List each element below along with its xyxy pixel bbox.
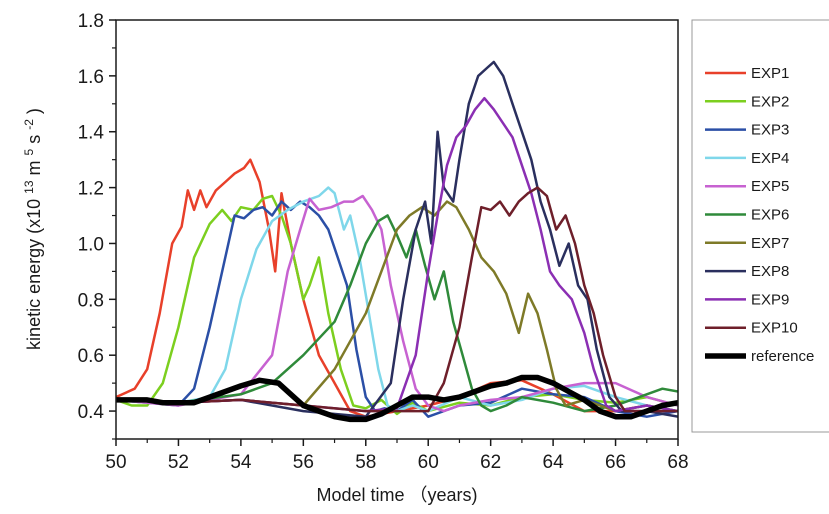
legend: EXP1 EXP2 EXP3 EXP4 EXP5 EXP6 EXP7 EXP8 EXP9 EXP1…	[691, 19, 829, 433]
x-tick-label: 64	[543, 452, 565, 473]
legend-label-exp1: EXP1	[751, 65, 789, 82]
series-line-exp7	[116, 200, 678, 413]
y-tick-label: 1.0	[78, 234, 104, 255]
legend-label-exp4: EXP4	[751, 150, 789, 167]
x-tick-label: 62	[480, 452, 501, 473]
y-tick-label: 0.4	[78, 402, 105, 423]
y-axis-title: kinetic energy (x10 13 m 5 s -2 )	[22, 108, 44, 350]
y-axis-title-end: )	[24, 108, 44, 114]
y-axis-title-exp1: 13	[22, 180, 36, 194]
y-tick-label: 1.6	[78, 67, 104, 88]
series-line-exp8	[116, 60, 678, 418]
series-line-exp2	[116, 194, 678, 416]
y-tick-label: 1.2	[78, 179, 104, 200]
legend-label-exp2: EXP2	[751, 93, 789, 110]
x-tick-label: 56	[293, 452, 314, 473]
y-axis-title-base: kinetic energy (x10	[24, 199, 44, 350]
y-tick-label: 0.8	[78, 290, 104, 311]
x-axis-title: Model time （years)	[316, 485, 477, 505]
y-tick-label: 1.4	[78, 123, 105, 144]
x-tick-label: 68	[667, 452, 688, 473]
series-line-exp3	[116, 200, 678, 418]
legend-label-exp8: EXP8	[751, 263, 789, 280]
y-axis-title-exp2: 5	[22, 148, 36, 155]
series-layer	[116, 60, 678, 423]
x-tick-label: 52	[168, 452, 189, 473]
legend-label-exp6: EXP6	[751, 207, 789, 224]
legend-label-exp5: EXP5	[751, 178, 789, 195]
series-line-reference	[116, 374, 678, 423]
legend-label-exp10: EXP10	[751, 320, 798, 337]
y-tick-label: 1.8	[78, 11, 104, 32]
legend-label-reference: reference	[751, 348, 814, 365]
x-tick-label: 66	[605, 452, 626, 473]
x-tick-label: 58	[355, 452, 376, 473]
series-line-exp4	[116, 186, 678, 413]
series-line-exp10	[116, 186, 678, 413]
legend-label-exp9: EXP9	[751, 291, 789, 308]
legend-label-exp7: EXP7	[751, 235, 789, 252]
series-line-exp6	[116, 214, 678, 413]
y-axis-title-mid2: s	[24, 135, 44, 144]
legend-box	[691, 19, 829, 433]
series-line-exp1	[116, 158, 678, 418]
y-axis-title-exp3: -2	[22, 119, 36, 130]
y-axis-title-mid1: m	[24, 160, 44, 175]
legend-label-exp3: EXP3	[751, 122, 789, 139]
x-tick-label: 50	[105, 452, 126, 473]
x-tick-label: 54	[230, 452, 252, 473]
y-tick-label: 0.6	[78, 346, 104, 367]
series-line-exp5	[116, 194, 678, 413]
axis-ticks: 50 52 54 56 58 60 62 64 66 68 0.4 0.6 0.8 1.0 1.2 1.4 1.…	[78, 11, 689, 473]
x-tick-label: 60	[418, 452, 439, 473]
